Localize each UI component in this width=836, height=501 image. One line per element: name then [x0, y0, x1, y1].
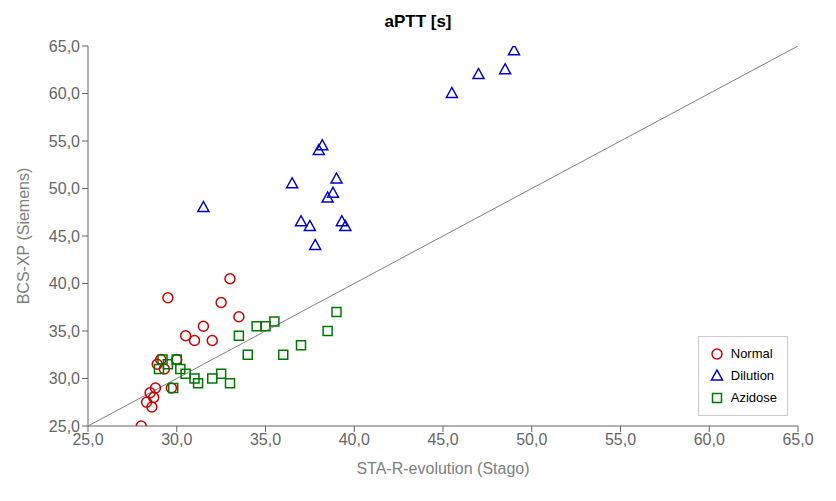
svg-text:40,0: 40,0 — [49, 275, 80, 292]
svg-text:30,0: 30,0 — [49, 370, 80, 387]
svg-text:50,0: 50,0 — [516, 431, 547, 448]
html-text:aPTT [s]: aPTT [s] — [384, 12, 452, 31]
svg-text:25,0: 25,0 — [49, 418, 80, 435]
html-text:Azidose: Azidose — [730, 390, 777, 405]
svg-text:35,0: 35,0 — [49, 323, 80, 340]
svg-text:55,0: 55,0 — [49, 133, 80, 150]
html-text:Normal: Normal — [730, 346, 773, 361]
svg-text:45,0: 45,0 — [427, 431, 458, 448]
svg-text:35,0: 35,0 — [250, 431, 281, 448]
svg-text:60,0: 60,0 — [49, 85, 80, 102]
svg-text:55,0: 55,0 — [605, 431, 636, 448]
svg-text:30,0: 30,0 — [161, 431, 192, 448]
svg-text:60,0: 60,0 — [694, 431, 725, 448]
svg-text:65,0: 65,0 — [782, 431, 813, 448]
html-text:Dilution: Dilution — [730, 368, 775, 383]
svg-text:BCS-XP (Siemens): BCS-XP (Siemens) — [15, 168, 32, 305]
svg-text:STA-R-evolution (Stago): STA-R-evolution (Stago) — [356, 460, 529, 477]
svg-text:50,0: 50,0 — [49, 180, 80, 197]
svg-text:40,0: 40,0 — [339, 431, 370, 448]
svg-text:25,0: 25,0 — [72, 431, 104, 449]
svg-text:45,0: 45,0 — [49, 228, 80, 245]
svg-text:65,0: 65,0 — [49, 38, 80, 55]
